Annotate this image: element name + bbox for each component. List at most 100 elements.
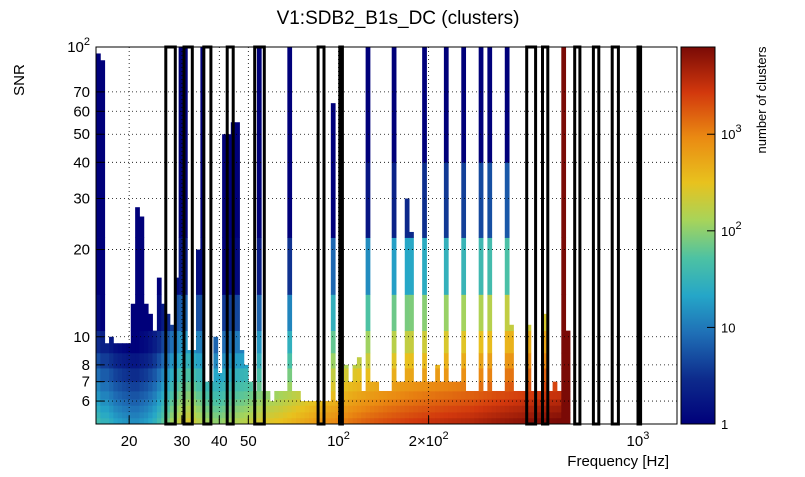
- heatmap-cell: [304, 405, 310, 413]
- heatmap-cell: [235, 237, 240, 295]
- heatmap-cell: [296, 412, 301, 419]
- heatmap-cell: [565, 381, 571, 392]
- heatmap-cell: [187, 381, 193, 392]
- heatmap-cell: [335, 405, 340, 413]
- veto-band: [636, 45, 643, 426]
- heatmap-cell: [130, 390, 136, 400]
- heatmap-cell: [235, 405, 240, 413]
- heatmap-cell: [517, 412, 523, 419]
- heatmap-cell: [178, 162, 184, 238]
- heatmap-cell: [256, 237, 262, 295]
- heatmap-cell: [469, 412, 475, 419]
- heatmap-cell: [104, 368, 110, 383]
- heatmap-cell: [483, 398, 488, 406]
- heatmap-cell: [226, 398, 232, 406]
- heatmap-cell: [461, 162, 467, 238]
- heatmap-cell: [474, 405, 480, 413]
- heatmap-cell: [178, 398, 184, 406]
- heatmap-cell: [369, 417, 375, 425]
- heatmap-cell: [504, 330, 510, 354]
- heatmap-cell: [409, 417, 414, 425]
- heatmap-cell: [352, 417, 358, 425]
- heatmap-cell: [487, 352, 493, 369]
- y-tick-label: 40: [73, 154, 90, 171]
- heatmap-cell: [126, 352, 132, 369]
- heatmap-cell: [422, 294, 427, 332]
- heatmap-cell: [100, 237, 106, 295]
- heatmap-cell: [443, 368, 449, 383]
- heatmap-cell: [365, 47, 371, 163]
- heatmap-cell: [122, 417, 127, 425]
- heatmap-cell: [522, 398, 527, 406]
- heatmap-cell: [330, 417, 336, 425]
- heatmap-cell: [256, 381, 262, 392]
- heatmap-cell: [139, 381, 145, 392]
- heatmap-cell: [491, 390, 497, 400]
- heatmap-cell: [213, 381, 219, 392]
- heatmap-cell: [109, 352, 114, 369]
- heatmap-cell: [504, 368, 510, 383]
- heatmap-cell: [356, 381, 362, 392]
- heatmap-cell: [161, 303, 166, 332]
- heatmap-cell: [126, 405, 132, 413]
- heatmap-cell: [430, 398, 436, 406]
- heatmap-cell: [96, 412, 101, 419]
- heatmap-cell: [478, 381, 484, 392]
- heatmap-cell: [291, 390, 297, 400]
- heatmap-cell: [513, 405, 519, 413]
- heatmap-cell: [543, 330, 549, 354]
- heatmap-cell: [365, 381, 371, 392]
- heatmap-cell: [96, 390, 101, 400]
- heatmap-cell: [461, 412, 467, 419]
- heatmap-cell: [235, 368, 240, 383]
- heatmap-cell: [213, 417, 219, 425]
- heatmap-cell: [156, 381, 162, 392]
- heatmap-cell: [300, 401, 306, 406]
- heatmap-cell: [478, 417, 484, 425]
- heatmap-cell: [365, 368, 371, 383]
- heatmap-cell: [413, 405, 419, 413]
- heatmap-cell: [204, 390, 210, 400]
- heatmap-cell: [222, 398, 227, 406]
- heatmap-cell: [317, 401, 323, 406]
- heatmap-cell: [443, 162, 449, 238]
- heatmap-cell: [452, 405, 458, 413]
- heatmap-cell: [226, 330, 232, 354]
- heatmap-cell: [222, 237, 227, 295]
- heatmap-cell: [226, 352, 232, 369]
- heatmap-cell: [135, 390, 140, 400]
- heatmap-cell: [400, 381, 406, 392]
- heatmap-cell: [143, 303, 149, 332]
- heatmap-cell: [461, 368, 467, 383]
- heatmap-cell: [222, 368, 227, 383]
- heatmap-cell: [365, 294, 371, 332]
- heatmap-cell: [222, 417, 227, 425]
- heatmap-cell: [226, 237, 232, 295]
- y-tick-label: 50: [73, 126, 90, 143]
- colorbar-label: number of clusters: [754, 46, 769, 153]
- heatmap-cell: [556, 412, 562, 419]
- heatmap-cell: [565, 368, 571, 383]
- heatmap-cell: [443, 237, 449, 295]
- heatmap-cell: [300, 417, 306, 425]
- heatmap-cell: [135, 294, 140, 332]
- heatmap-cell: [443, 381, 449, 392]
- heatmap-cell: [404, 237, 410, 295]
- heatmap-cell: [356, 357, 362, 369]
- heatmap-cell: [409, 398, 414, 406]
- heatmap-cell: [187, 405, 193, 413]
- heatmap-cell: [413, 417, 419, 425]
- heatmap-cell: [161, 368, 166, 383]
- heatmap-cell: [391, 412, 397, 419]
- heatmap-cell: [526, 330, 532, 354]
- heatmap-cell: [113, 343, 119, 354]
- heatmap-cell: [217, 372, 223, 383]
- heatmap-cell: [317, 405, 323, 413]
- heatmap-cell: [352, 390, 358, 400]
- heatmap-cell: [417, 381, 423, 392]
- heatmap-cell: [409, 405, 414, 413]
- heatmap-cell: [435, 412, 440, 419]
- heatmap-cell: [330, 103, 336, 163]
- heatmap-cell: [448, 412, 453, 419]
